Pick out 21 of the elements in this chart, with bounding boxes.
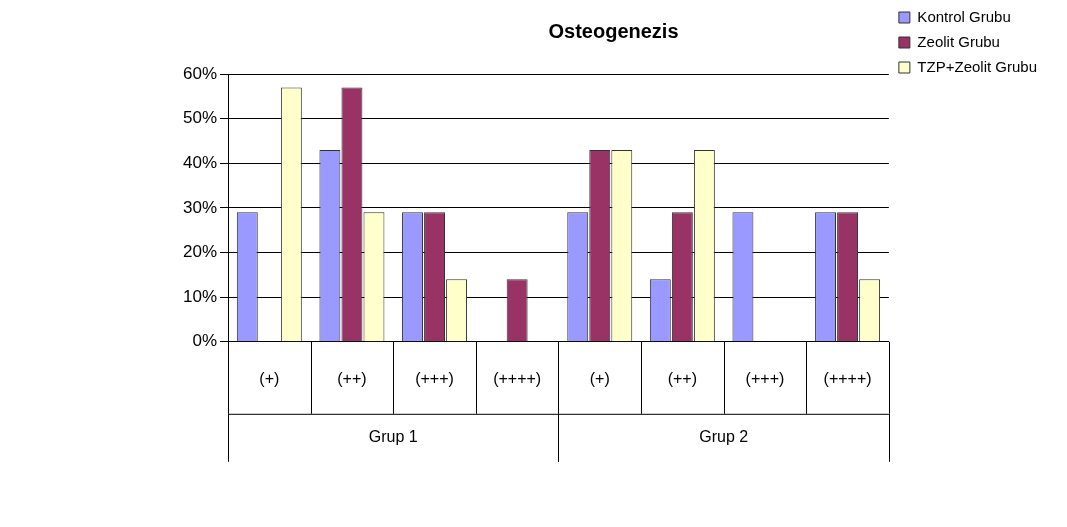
chart-title: Osteogenezis bbox=[548, 19, 679, 42]
y-tick-label: 0% bbox=[192, 331, 218, 351]
text: Grup 2 bbox=[699, 428, 749, 446]
x-tick-label: (+++) bbox=[415, 369, 454, 387]
x-tick-label: (++) bbox=[667, 369, 698, 387]
legend-label: Kontrol Grubu bbox=[917, 7, 1011, 25]
y-tick-label: 30% bbox=[182, 197, 218, 217]
x-tick-label: (++++) bbox=[493, 369, 542, 387]
y-tick-label: 20% bbox=[182, 242, 218, 262]
x-tick-label: (+) bbox=[259, 369, 280, 387]
y-tick-label: 60% bbox=[182, 63, 218, 83]
y-tick-label: 40% bbox=[182, 152, 218, 172]
text: Grup 1 bbox=[368, 428, 418, 446]
y-tick-label: 50% bbox=[182, 108, 218, 128]
x-tick-label: (+) bbox=[589, 369, 610, 387]
x-tick-label: (++++) bbox=[823, 369, 872, 387]
legend-label: Zeolit Grubu bbox=[917, 32, 1000, 50]
x-tick-label: (+++) bbox=[745, 369, 785, 387]
x-tick-label: (++) bbox=[337, 369, 367, 387]
y-tick-label: 10% bbox=[182, 286, 218, 306]
legend-label: TZP+Zeolit Grubu bbox=[917, 57, 1038, 75]
